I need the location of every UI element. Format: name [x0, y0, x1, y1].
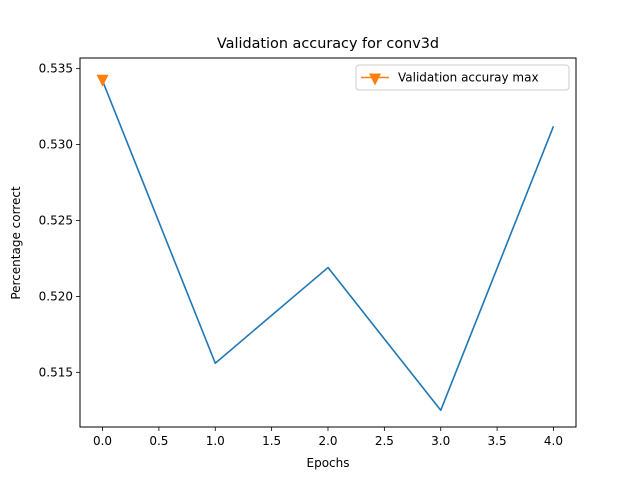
x-axis-label: Epochs — [307, 456, 350, 470]
x-tick-label: 1.0 — [206, 434, 225, 448]
x-tick-label: 3.0 — [431, 434, 450, 448]
y-tick-label: 0.535 — [39, 62, 73, 76]
legend-box — [355, 64, 570, 91]
y-tick-label: 0.515 — [39, 365, 73, 379]
x-tick-label: 2.0 — [318, 434, 337, 448]
plot-frame — [79, 57, 577, 428]
x-tick-label: 1.5 — [262, 434, 281, 448]
legend-label: Validation accuray max — [398, 71, 539, 85]
y-tick-label: 0.530 — [39, 138, 73, 152]
legend: Validation accuray max — [355, 64, 570, 91]
y-tick-label: 0.525 — [39, 213, 73, 227]
series-line — [101, 80, 555, 412]
x-tick-label: 3.5 — [488, 434, 507, 448]
y-axis-label: Percentage correct — [9, 186, 23, 300]
x-tick-label: 2.5 — [375, 434, 394, 448]
max-marker — [96, 74, 109, 87]
plot-area: 0.0 0.5 1.0 1.5 2.0 2.5 3.0 3.5 4.0 0.515 0.520 0.5… — [39, 57, 577, 448]
y-tick-label: 0.520 — [39, 289, 73, 303]
x-tick-label: 0.5 — [149, 434, 168, 448]
legend-marker-icon — [369, 73, 381, 86]
chart-title: Validation accuracy for conv3d — [217, 36, 439, 52]
x-tick-label: 0.0 — [93, 434, 112, 448]
x-tick-label: 4.0 — [544, 434, 563, 448]
